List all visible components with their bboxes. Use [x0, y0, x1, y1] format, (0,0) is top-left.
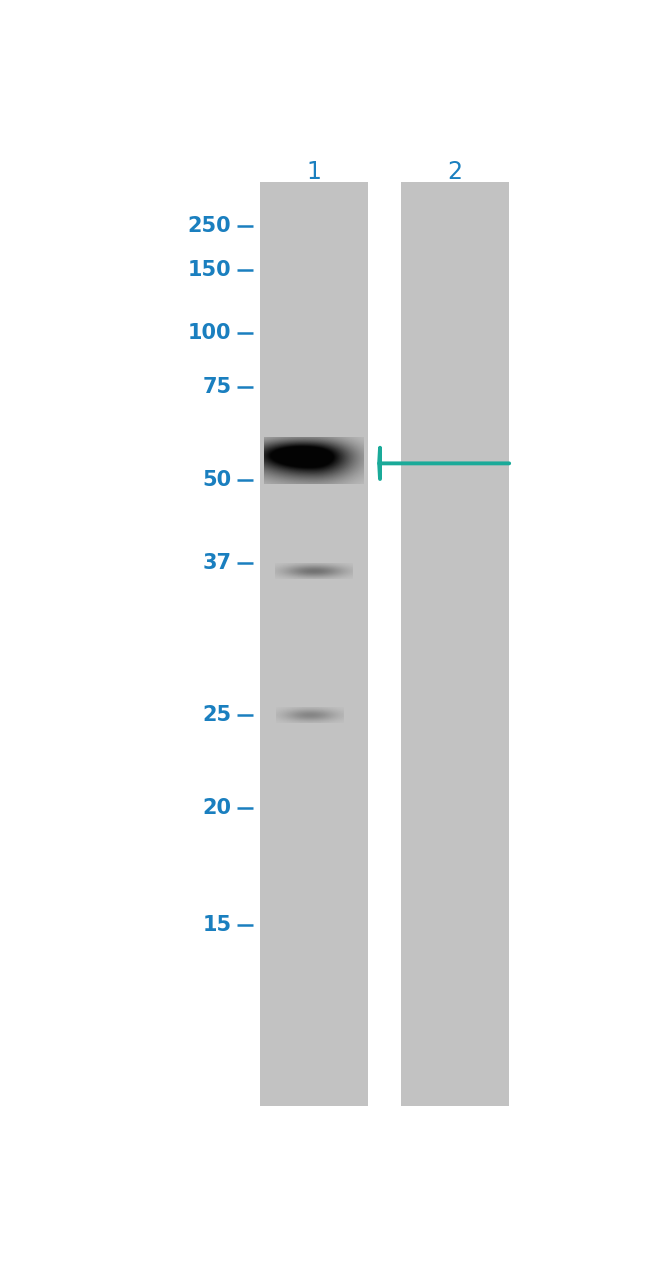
Text: 100: 100 — [188, 324, 231, 343]
Text: 150: 150 — [188, 260, 231, 279]
Text: 15: 15 — [202, 914, 231, 935]
Text: 250: 250 — [188, 216, 231, 236]
Text: 25: 25 — [202, 705, 231, 725]
Text: 50: 50 — [202, 470, 231, 490]
Text: 37: 37 — [202, 554, 231, 573]
Text: 2: 2 — [448, 160, 463, 184]
Text: 1: 1 — [307, 160, 321, 184]
Bar — [401, 182, 510, 1106]
Text: 75: 75 — [202, 377, 231, 398]
Bar — [260, 182, 369, 1106]
Text: 20: 20 — [202, 798, 231, 818]
